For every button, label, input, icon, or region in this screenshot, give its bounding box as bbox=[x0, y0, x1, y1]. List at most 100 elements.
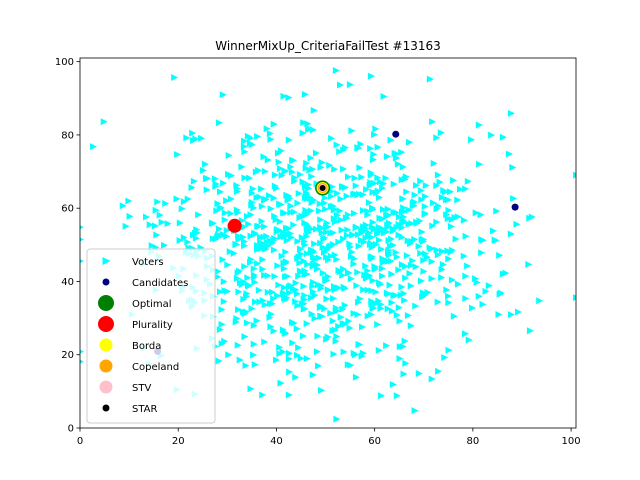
voter-point bbox=[356, 164, 364, 172]
voter-point bbox=[438, 266, 446, 274]
voter-point bbox=[340, 165, 348, 173]
voter-point bbox=[445, 292, 453, 300]
voter-point bbox=[215, 225, 223, 233]
voter-point bbox=[361, 226, 369, 234]
voter-point bbox=[390, 209, 398, 217]
voter-point bbox=[428, 375, 436, 383]
voter-point bbox=[380, 93, 388, 101]
voter-point bbox=[285, 391, 293, 399]
voter-point bbox=[221, 209, 229, 217]
voter-point bbox=[354, 268, 362, 276]
voter-point bbox=[401, 337, 409, 345]
voter-point bbox=[286, 289, 294, 297]
voter-point bbox=[297, 354, 305, 362]
legend-label: Borda bbox=[132, 341, 161, 352]
voter-point bbox=[434, 251, 442, 259]
voter-point bbox=[226, 248, 234, 256]
voter-point bbox=[258, 185, 266, 193]
voter-point bbox=[278, 171, 286, 179]
voter-point bbox=[252, 168, 260, 176]
voter-point bbox=[178, 205, 186, 213]
voter-point bbox=[203, 186, 211, 194]
voter-point bbox=[493, 207, 501, 215]
voter-point bbox=[343, 231, 351, 239]
voter-point bbox=[350, 260, 358, 268]
voter-point bbox=[403, 188, 411, 196]
x-tick-label: 40 bbox=[270, 436, 283, 447]
voter-point bbox=[399, 216, 407, 224]
voter-point bbox=[80, 237, 84, 242]
voter-point bbox=[285, 94, 293, 102]
voter-point bbox=[195, 211, 203, 219]
voter-point bbox=[355, 341, 363, 349]
voter-point bbox=[389, 381, 397, 389]
voter-point bbox=[223, 227, 231, 235]
voter-point bbox=[367, 169, 375, 177]
voter-point bbox=[400, 204, 408, 212]
voter-point bbox=[375, 223, 383, 231]
voter-point bbox=[282, 248, 290, 256]
voter-point bbox=[264, 272, 272, 280]
voter-point bbox=[398, 233, 406, 241]
voter-point bbox=[313, 265, 321, 273]
voter-point bbox=[215, 119, 223, 127]
voter-point bbox=[339, 305, 347, 313]
voter-point bbox=[332, 304, 340, 312]
voter-point bbox=[219, 230, 227, 238]
voter-point bbox=[353, 223, 361, 231]
voter-point bbox=[259, 256, 267, 264]
voter-point bbox=[190, 177, 198, 185]
voter-point bbox=[333, 141, 341, 149]
voter-point bbox=[283, 230, 291, 238]
voter-point bbox=[276, 165, 284, 173]
voter-point bbox=[345, 317, 353, 325]
voter-point bbox=[367, 311, 375, 319]
voter-point bbox=[379, 215, 387, 223]
voter-point bbox=[158, 218, 166, 226]
voter-point bbox=[90, 143, 98, 151]
voter-point bbox=[436, 178, 444, 186]
voter-point bbox=[250, 271, 258, 279]
voter-point bbox=[276, 350, 284, 358]
voter-point bbox=[295, 253, 303, 261]
voter-point bbox=[375, 194, 383, 202]
voter-point bbox=[355, 144, 363, 152]
voter-point bbox=[495, 311, 503, 319]
voter-point bbox=[287, 234, 295, 242]
voter-point bbox=[296, 259, 304, 267]
voter-point bbox=[263, 125, 271, 133]
voter-point bbox=[252, 298, 260, 306]
voter-point bbox=[454, 280, 462, 288]
voter-point bbox=[152, 206, 160, 214]
voter-point bbox=[315, 207, 323, 215]
legend-label: STAR bbox=[132, 404, 158, 415]
voter-point bbox=[374, 143, 382, 151]
voter-point bbox=[356, 190, 364, 198]
voter-point bbox=[448, 216, 456, 224]
voter-point bbox=[448, 246, 456, 254]
voter-point bbox=[499, 270, 507, 278]
voter-point bbox=[289, 156, 297, 164]
voter-point bbox=[492, 237, 500, 245]
voter-point bbox=[153, 231, 161, 239]
voter-point bbox=[337, 195, 345, 203]
voter-point bbox=[258, 202, 266, 210]
voter-point bbox=[300, 282, 308, 290]
voter-point bbox=[307, 207, 315, 215]
voter-point bbox=[365, 199, 373, 207]
voter-point bbox=[316, 304, 324, 312]
voter-point bbox=[388, 307, 396, 315]
voter-point bbox=[325, 243, 333, 251]
voter-point bbox=[426, 244, 434, 252]
voter-point bbox=[220, 297, 228, 305]
voter-point bbox=[368, 239, 376, 247]
voter-point bbox=[378, 265, 386, 273]
voter-point bbox=[323, 223, 331, 231]
voter-point bbox=[346, 243, 354, 251]
voter-point bbox=[247, 385, 255, 393]
voter-point bbox=[286, 368, 294, 376]
voter-point bbox=[299, 129, 307, 137]
voter-point bbox=[235, 306, 243, 314]
voter-point bbox=[464, 177, 472, 185]
